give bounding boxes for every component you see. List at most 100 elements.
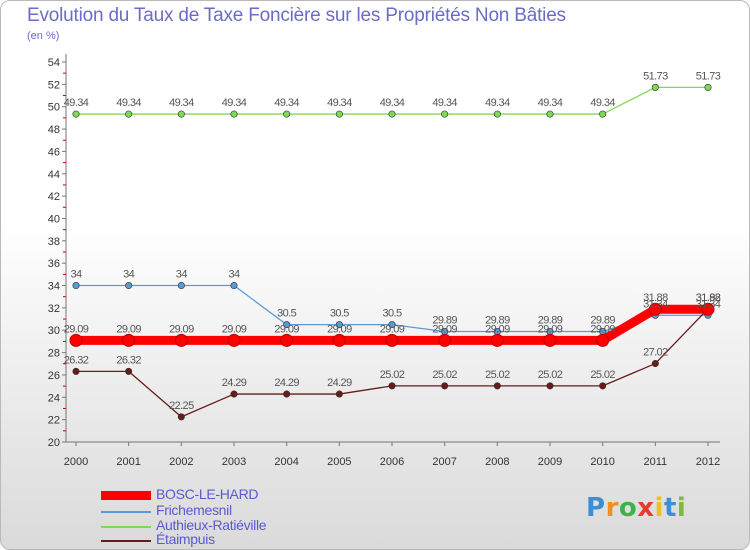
data-label: 34	[70, 269, 82, 281]
data-point	[72, 282, 80, 290]
x-tick-label: 2010	[590, 456, 614, 468]
data-point	[335, 390, 343, 398]
data-point	[441, 110, 449, 118]
y-tick-label: 44	[48, 169, 60, 181]
proxiti-logo: Proxiti	[586, 493, 686, 523]
chart-subtitle: (en %)	[27, 30, 60, 42]
data-label: 34	[123, 269, 135, 281]
y-tick-label: 36	[48, 258, 60, 270]
data-label: 27.02	[643, 347, 668, 359]
data-label: 30.5	[277, 308, 296, 320]
x-tick-label: 2008	[485, 456, 509, 468]
data-label: 29.09	[64, 323, 89, 335]
x-tick-label: 2009	[538, 456, 562, 468]
chart-title: Evolution du Taux de Taxe Foncière sur l…	[27, 5, 566, 26]
data-label: 25.02	[432, 369, 457, 381]
data-label: 25.02	[538, 369, 563, 381]
data-point	[283, 110, 291, 118]
y-tick-label: 20	[48, 437, 60, 449]
data-label: 49.34	[538, 97, 563, 109]
data-label: 29.89	[432, 314, 457, 326]
data-point	[227, 333, 241, 347]
data-label: 29.09	[590, 323, 615, 335]
data-point	[648, 302, 662, 316]
data-label: 24.29	[327, 377, 352, 389]
data-label: 30.5	[330, 308, 349, 320]
data-label: 29.09	[485, 323, 510, 335]
data-label: 29.09	[116, 323, 141, 335]
data-label: 25.02	[380, 369, 405, 381]
data-label: 26.32	[116, 354, 141, 366]
data-labels: 49.34 49.34 49.34 49.34 49.34 49.34 49.34 49.34…	[64, 70, 722, 412]
data-point	[177, 413, 185, 421]
svg-text:Proxiti: Proxiti	[586, 493, 686, 523]
data-label: 51.73	[643, 70, 668, 82]
data-label: 29.09	[222, 323, 247, 335]
data-point	[388, 321, 396, 329]
data-point	[174, 333, 188, 347]
legend-swatch	[101, 511, 151, 513]
data-point	[177, 282, 185, 290]
data-point	[543, 333, 557, 347]
x-tick-label: 2003	[222, 456, 246, 468]
data-label: 22.25	[169, 400, 194, 412]
legend-label: Étaimpuis	[156, 531, 215, 547]
data-label: 49.34	[169, 97, 194, 109]
data-label: 49.34	[432, 97, 457, 109]
data-point	[651, 83, 659, 91]
x-tick-label: 2011	[644, 456, 668, 468]
y-tick-label: 42	[48, 191, 60, 203]
data-label: 29.09	[380, 323, 405, 335]
data-point	[388, 110, 396, 118]
series-layer	[69, 83, 715, 421]
y-tick-label: 52	[48, 79, 60, 91]
data-label: 49.34	[274, 97, 299, 109]
data-label: 29.89	[538, 314, 563, 326]
data-label: 29.09	[432, 323, 457, 335]
data-point	[280, 333, 294, 347]
data-label: 24.29	[222, 377, 247, 389]
data-point	[69, 333, 83, 347]
y-tick-label: 32	[48, 303, 60, 315]
data-label: 30.5	[382, 308, 401, 320]
data-point	[177, 110, 185, 118]
legend-swatch	[101, 491, 151, 500]
data-point	[122, 333, 136, 347]
data-point	[701, 302, 715, 316]
y-tick-label: 48	[48, 124, 60, 136]
data-point	[125, 367, 133, 375]
legend-swatch	[101, 540, 151, 542]
x-tick-label: 2001	[116, 456, 140, 468]
data-label: 34	[228, 269, 240, 281]
y-tick-label: 46	[48, 146, 60, 158]
y-tick-label: 28	[48, 348, 60, 360]
x-tick-label: 2007	[432, 456, 456, 468]
data-point	[493, 110, 501, 118]
x-tick-label: 2004	[274, 456, 298, 468]
data-label: 49.34	[222, 97, 247, 109]
data-label: 51.73	[696, 70, 721, 82]
data-label: 31.34	[643, 298, 668, 310]
y-tick-label: 24	[48, 392, 60, 404]
data-label: 31.34	[696, 298, 721, 310]
data-label: 29.09	[327, 323, 352, 335]
data-point	[490, 333, 504, 347]
data-point	[230, 282, 238, 290]
y-tick-label: 40	[48, 213, 60, 225]
y-tick-label: 54	[48, 57, 60, 69]
data-label: 25.02	[590, 369, 615, 381]
x-tick-label: 2002	[169, 456, 193, 468]
y-tick-label: 38	[48, 236, 60, 248]
data-point	[335, 321, 343, 329]
data-point	[438, 333, 452, 347]
data-label: 29.09	[169, 323, 194, 335]
x-tick-label: 2005	[327, 456, 351, 468]
legend-swatch	[101, 526, 151, 528]
data-point	[125, 110, 133, 118]
data-point	[335, 110, 343, 118]
data-point	[596, 333, 610, 347]
data-point	[704, 83, 712, 91]
data-label: 29.89	[485, 314, 510, 326]
